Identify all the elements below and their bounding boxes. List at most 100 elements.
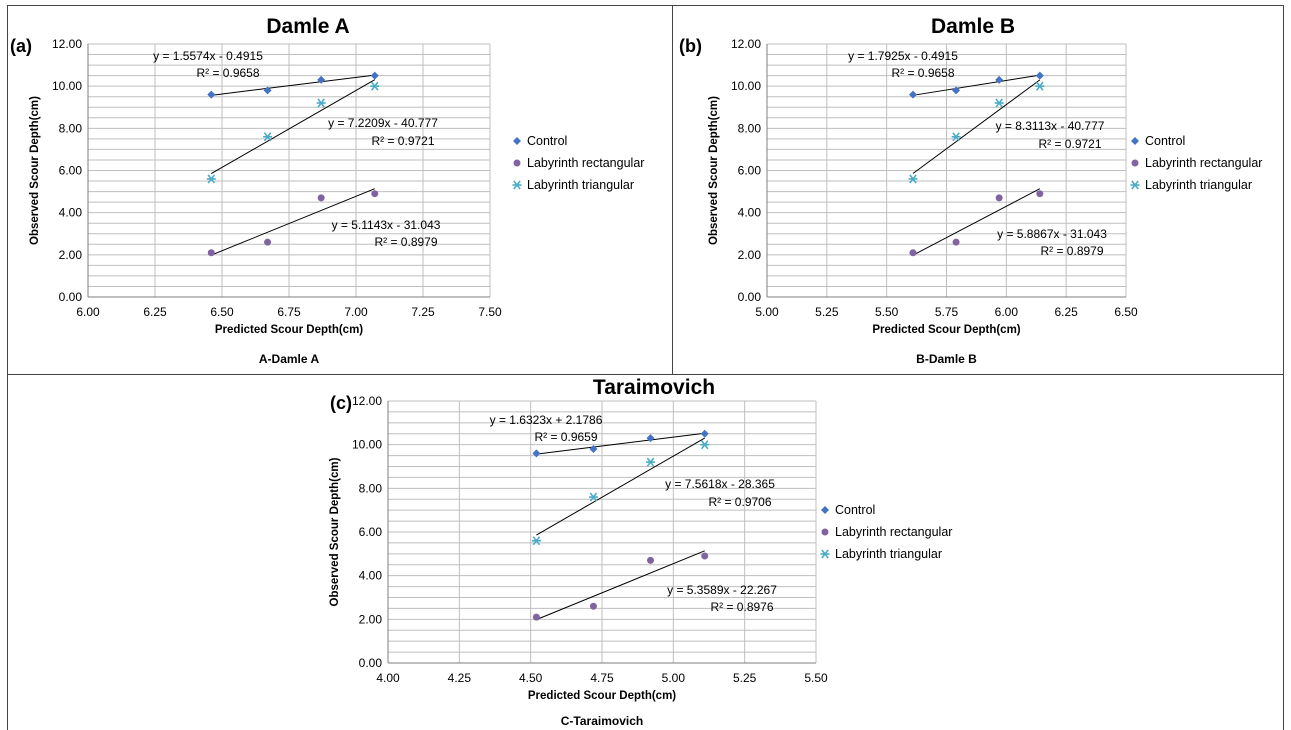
legend-marker: [513, 159, 521, 167]
x-tick-label: 4.25: [448, 671, 472, 685]
trendline: [536, 437, 705, 536]
x-tick-label: 6.75: [277, 305, 301, 319]
x-axis-title: Predicted Scour Depth(cm): [215, 324, 363, 336]
x-tick-label: 7.50: [478, 305, 502, 319]
data-point: [995, 194, 1003, 202]
y-tick-label: 0.00: [59, 290, 83, 304]
data-point: [951, 132, 961, 142]
y-tick-label: 4.00: [738, 206, 762, 220]
data-point: [952, 86, 961, 95]
x-tick-label: 5.00: [755, 305, 779, 319]
y-tick-label: 8.00: [738, 121, 762, 135]
legend-marker: [821, 528, 829, 536]
panel-c-frame: [7, 374, 1284, 730]
x-tick-label: 6.00: [76, 305, 100, 319]
data-point: [263, 86, 272, 95]
r-squared-label: R² = 0.8979: [374, 235, 437, 249]
legend-marker: [512, 180, 522, 190]
r-squared-label: R² = 0.9721: [371, 134, 434, 148]
panel-label: (c): [330, 393, 352, 413]
data-point: [370, 71, 379, 80]
x-tick-label: 5.00: [662, 671, 686, 685]
data-point: [646, 457, 656, 467]
y-axis-title: Observed Scour Depth(cm): [29, 96, 41, 245]
data-point: [317, 194, 325, 202]
trendline-equation: y = 5.8867x - 31.043: [997, 227, 1107, 241]
data-point: [207, 249, 215, 257]
trendline: [536, 432, 705, 455]
legend-marker: [821, 506, 829, 514]
data-point: [264, 238, 272, 246]
trendline-equation: y = 5.1143x - 31.043: [332, 218, 441, 232]
x-tick-label: 6.50: [1114, 305, 1138, 319]
trendline-equation: y = 7.2209x - 40.777: [328, 116, 438, 130]
y-tick-label: 2.00: [738, 248, 762, 262]
y-tick-label: 2.00: [59, 248, 83, 262]
trendline-equation: y = 1.5574x - 0.4915: [153, 49, 263, 63]
data-point: [995, 75, 1004, 84]
x-tick-label: 4.00: [376, 671, 400, 685]
data-point: [371, 190, 379, 198]
y-tick-label: 10.00: [52, 79, 82, 93]
data-point: [531, 536, 541, 546]
data-point: [589, 602, 597, 610]
data-point: [647, 556, 655, 564]
trendline: [536, 550, 705, 621]
legend-label: Control: [835, 503, 875, 517]
chart-panel-a: 0.00 2.00 4.00 6.00 8.00 10.00 12.00 6.00 6.25 6.…: [8, 6, 672, 374]
data-point: [1035, 71, 1044, 80]
trendline: [211, 188, 375, 256]
r-squared-label: R² = 0.9659: [534, 430, 597, 444]
chart-caption: B-Damle B: [916, 352, 977, 366]
r-squared-label: R² = 0.9658: [891, 66, 954, 80]
x-axis-title: Predicted Scour Depth(cm): [872, 324, 1020, 336]
y-tick-label: 4.00: [359, 569, 383, 583]
trendline: [912, 79, 1041, 174]
data-point: [370, 81, 380, 91]
data-point: [317, 75, 326, 84]
trendline-equation: y = 1.6323x + 2.1786: [490, 413, 603, 427]
r-squared-label: R² = 0.8976: [710, 600, 773, 614]
y-tick-label: 12.00: [52, 37, 82, 51]
data-point: [701, 552, 709, 560]
y-axis-title: Observed Scour Depth(cm): [708, 96, 720, 245]
data-point: [207, 90, 216, 99]
data-point: [909, 249, 917, 257]
data-point: [646, 434, 655, 443]
y-tick-label: 10.00: [352, 438, 382, 452]
data-point: [700, 429, 709, 438]
y-tick-label: 12.00: [352, 394, 382, 408]
panel-label: (a): [10, 36, 32, 56]
data-point: [532, 449, 541, 458]
y-axis-title: Observed Scour Depth(cm): [329, 457, 341, 606]
x-tick-label: 5.75: [935, 305, 959, 319]
trendline: [912, 188, 1041, 256]
legend-marker: [820, 549, 830, 559]
data-point: [532, 613, 540, 621]
chart-a-svg: 0.00 2.00 4.00 6.00 8.00 10.00 12.00 6.00 6.25 6.…: [10, 15, 644, 366]
x-axis-title: Predicted Scour Depth(cm): [528, 690, 676, 702]
legend-label: Control: [527, 134, 567, 148]
panel-label: (b): [679, 36, 702, 56]
data-point: [588, 492, 598, 502]
y-tick-label: 12.00: [731, 37, 761, 51]
data-point: [1036, 190, 1044, 198]
y-tick-label: 6.00: [59, 164, 83, 178]
r-squared-label: R² = 0.8979: [1040, 244, 1103, 258]
chart-panel-c: 0.00 2.00 4.00 6.00 8.00 10.00 12.00 4.00 4.25 4.…: [8, 375, 1283, 729]
trendline-equation: y = 7.5618x - 28.365: [665, 477, 775, 491]
trendline-equation: y = 1.7925x - 0.4915: [848, 49, 958, 63]
x-tick-label: 6.00: [995, 305, 1019, 319]
y-tick-label: 6.00: [359, 525, 383, 539]
data-point: [952, 238, 960, 246]
legend-label: Control: [1145, 134, 1185, 148]
data-point: [263, 132, 273, 142]
y-tick-label: 8.00: [59, 121, 83, 135]
r-squared-label: R² = 0.9658: [196, 66, 259, 80]
legend-marker: [1131, 137, 1139, 145]
x-tick-label: 4.50: [519, 671, 543, 685]
data-point: [994, 98, 1004, 108]
chart-title: Damle B: [931, 15, 1015, 38]
y-tick-label: 0.00: [738, 290, 762, 304]
trendline-equation: y = 8.3113x - 40.777: [996, 119, 1105, 133]
